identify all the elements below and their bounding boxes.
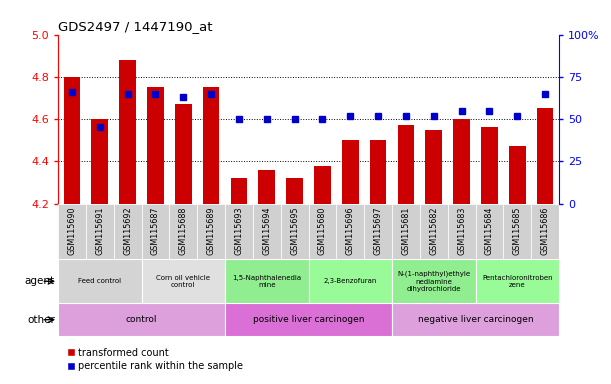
Text: GSM115684: GSM115684 bbox=[485, 206, 494, 255]
Text: GSM115695: GSM115695 bbox=[290, 206, 299, 255]
Text: N-(1-naphthyl)ethyle
nediamine
dihydrochloride: N-(1-naphthyl)ethyle nediamine dihydroch… bbox=[397, 271, 470, 292]
Text: GSM115685: GSM115685 bbox=[513, 206, 522, 255]
Text: GSM115693: GSM115693 bbox=[235, 206, 243, 255]
Bar bbox=[481, 127, 498, 204]
Bar bbox=[453, 119, 470, 204]
Bar bbox=[537, 108, 554, 204]
Text: GSM115689: GSM115689 bbox=[207, 206, 216, 255]
Bar bbox=[509, 146, 525, 204]
Bar bbox=[142, 259, 225, 303]
Bar bbox=[309, 204, 337, 259]
Bar bbox=[119, 60, 136, 204]
Bar bbox=[364, 204, 392, 259]
Text: GSM115682: GSM115682 bbox=[430, 206, 438, 255]
Bar bbox=[225, 303, 392, 336]
Text: GSM115686: GSM115686 bbox=[541, 206, 550, 255]
Bar bbox=[92, 119, 108, 204]
Bar bbox=[398, 125, 414, 204]
Legend: transformed count, percentile rank within the sample: transformed count, percentile rank withi… bbox=[63, 344, 247, 375]
Text: control: control bbox=[126, 315, 157, 324]
Text: GSM115687: GSM115687 bbox=[151, 206, 160, 255]
Bar bbox=[58, 303, 225, 336]
Bar bbox=[114, 204, 142, 259]
Bar bbox=[203, 87, 219, 204]
Bar bbox=[230, 178, 247, 204]
Text: GSM115688: GSM115688 bbox=[179, 206, 188, 255]
Bar bbox=[64, 77, 80, 204]
Bar bbox=[175, 104, 192, 204]
Text: GSM115696: GSM115696 bbox=[346, 206, 355, 255]
Bar bbox=[147, 87, 164, 204]
Text: Feed control: Feed control bbox=[78, 278, 122, 284]
Text: GSM115692: GSM115692 bbox=[123, 206, 132, 255]
Text: Corn oil vehicle
control: Corn oil vehicle control bbox=[156, 275, 210, 288]
Bar bbox=[370, 140, 387, 204]
Text: agent: agent bbox=[25, 276, 55, 286]
Text: GSM115683: GSM115683 bbox=[457, 206, 466, 255]
Bar bbox=[225, 259, 309, 303]
Bar bbox=[392, 204, 420, 259]
Bar bbox=[392, 303, 559, 336]
Bar bbox=[280, 204, 309, 259]
Text: GSM115680: GSM115680 bbox=[318, 206, 327, 255]
Bar bbox=[258, 170, 275, 204]
Bar bbox=[225, 204, 253, 259]
Text: GSM115697: GSM115697 bbox=[374, 206, 382, 255]
Bar bbox=[503, 204, 531, 259]
Bar bbox=[475, 204, 503, 259]
Text: GDS2497 / 1447190_at: GDS2497 / 1447190_at bbox=[58, 20, 213, 33]
Bar bbox=[531, 204, 559, 259]
Text: GSM115681: GSM115681 bbox=[401, 206, 411, 255]
Text: GSM115694: GSM115694 bbox=[262, 206, 271, 255]
Bar bbox=[392, 259, 475, 303]
Text: 2,3-Benzofuran: 2,3-Benzofuran bbox=[324, 278, 377, 284]
Bar bbox=[337, 204, 364, 259]
Bar bbox=[420, 204, 448, 259]
Bar bbox=[169, 204, 197, 259]
Bar bbox=[197, 204, 225, 259]
Bar bbox=[253, 204, 280, 259]
Bar bbox=[287, 178, 303, 204]
Bar bbox=[58, 204, 86, 259]
Bar bbox=[425, 129, 442, 204]
Bar bbox=[86, 204, 114, 259]
Text: other: other bbox=[27, 314, 55, 325]
Text: Pentachloronitroben
zene: Pentachloronitroben zene bbox=[482, 275, 552, 288]
Bar bbox=[448, 204, 475, 259]
Bar bbox=[342, 140, 359, 204]
Bar bbox=[142, 204, 169, 259]
Text: positive liver carcinogen: positive liver carcinogen bbox=[253, 315, 364, 324]
Text: GSM115690: GSM115690 bbox=[67, 206, 76, 255]
Bar bbox=[314, 166, 331, 204]
Text: GSM115691: GSM115691 bbox=[95, 206, 104, 255]
Bar bbox=[58, 259, 142, 303]
Bar bbox=[309, 259, 392, 303]
Bar bbox=[475, 259, 559, 303]
Text: negative liver carcinogen: negative liver carcinogen bbox=[418, 315, 533, 324]
Text: 1,5-Naphthalenedia
mine: 1,5-Naphthalenedia mine bbox=[232, 275, 301, 288]
